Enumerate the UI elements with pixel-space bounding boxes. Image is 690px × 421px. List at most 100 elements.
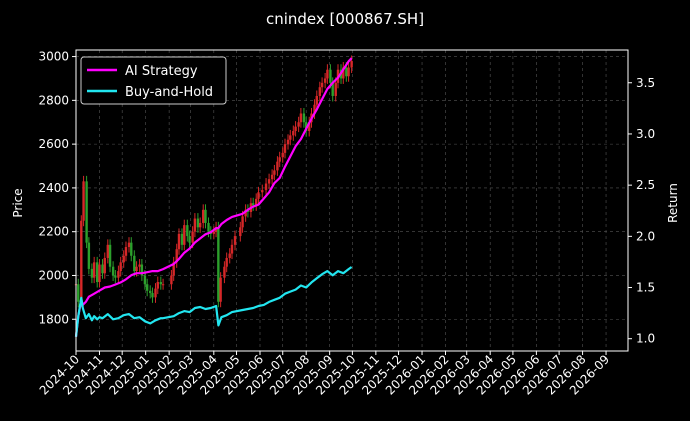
candle-body [281,152,284,158]
candle-body [183,225,186,245]
y-right-tick-label: 2.5 [636,178,655,192]
candle-body [196,218,200,228]
candle-body [283,144,287,153]
candle-body [175,249,178,263]
candle-body [85,181,88,243]
candle-body [223,266,226,278]
candle-body [193,218,197,232]
candle-body [106,244,110,258]
candle-body [101,264,104,274]
chart-title: cnindex [000867.SH] [266,10,424,28]
candle-body [308,122,311,131]
candle-body [151,292,154,298]
candle-body [230,244,234,254]
candle-body [225,257,228,267]
candle-body [188,236,191,243]
candle-body [127,242,131,248]
candle-body [331,82,334,96]
y-axis-right-label: Return [666,183,680,223]
y-right-tick-label: 1.5 [636,281,655,295]
candle-body [239,227,242,237]
candle-body [111,266,115,276]
candle-body [214,227,218,232]
legend-box [80,56,227,105]
candle-body [130,242,133,256]
y-left-tick-label: 3000 [38,50,69,64]
y-right-tick-label: 2.0 [636,229,655,243]
candle-body [198,222,202,228]
candle-body [135,266,138,272]
right-axis: 1.0 1.5 2.0 2.5 3.0 3.5 [628,76,655,346]
candle-body [80,220,83,302]
candle-body [117,271,120,278]
y-left-tick-label: 2400 [38,181,69,195]
candle-body [108,244,112,267]
candle-body [315,95,318,105]
series-line-buy-and-hold [74,266,353,337]
candle-body [124,247,128,256]
candle-body [270,174,274,180]
legend: AI Strategy Buy-and-Hold [80,56,227,105]
candle-body [156,282,159,289]
candle-body [103,257,106,274]
y-left-tick-label: 2000 [38,268,69,282]
y-right-tick-label: 3.5 [636,76,655,90]
y-right-tick-label: 1.0 [636,332,655,346]
candle-body [82,181,85,221]
candle-body [257,192,260,199]
candle-body [143,275,147,285]
candle-body [289,135,292,140]
candle-body [347,67,350,77]
candle-body [119,262,122,272]
candle-body [299,113,303,123]
candle-body [159,282,163,285]
candle-body [342,67,345,79]
candle-body [96,262,99,283]
series-line-ai-strategy [74,57,353,337]
candle-body [212,231,216,234]
candle-body [219,277,222,302]
candlesticks [74,55,353,308]
candle-body [326,69,329,79]
candle-body [313,104,316,114]
y-left-tick-label: 2600 [38,137,69,151]
candle-body [87,242,91,269]
candle-body [191,231,194,243]
candle-body [323,78,327,83]
candle-body [204,209,207,223]
candle-body [170,275,173,285]
candle-body [329,69,332,83]
y-left-tick-label: 1800 [38,312,69,326]
candle-body [264,183,268,191]
candle-body [244,209,247,217]
candle-body [122,255,125,263]
candle-body [345,67,348,77]
candle-body [177,233,181,250]
candle-body [186,225,189,237]
candle-body [161,284,165,286]
candle-body [334,82,337,96]
candle-body [154,288,157,298]
candle-body [233,236,237,245]
candle-body [149,290,152,293]
candle-body [276,161,279,171]
candle-body [202,209,205,223]
series-lines [74,57,353,337]
candle-body [228,253,231,258]
candle-body [273,170,276,175]
candle-body [140,264,144,276]
candle-body [145,284,149,291]
candle-body [92,262,96,278]
candle-body [98,264,101,283]
candle-body [251,203,255,206]
candle-body [133,255,136,272]
candle-body [294,126,297,131]
legend-label-buy-and-hold: Buy-and-Hold [125,85,213,100]
candle-body [114,275,117,278]
candle-body [138,264,141,267]
candle-body [180,233,184,245]
candle-body [292,130,295,136]
left-axis: 1800 2000 2200 2400 2600 2800 3000 [38,50,76,326]
candle-body [255,198,258,206]
